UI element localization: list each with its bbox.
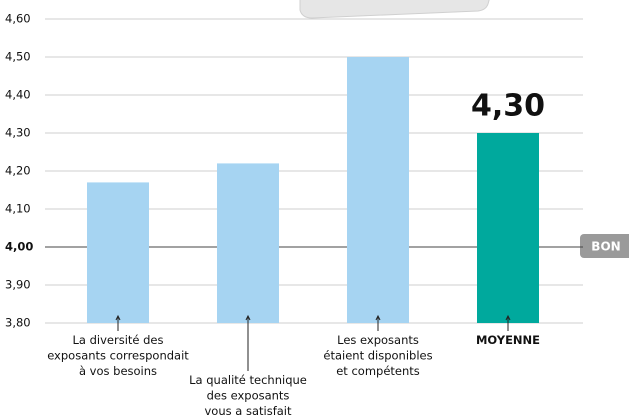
- y-tick-label: 4,30: [5, 126, 31, 140]
- bar: [87, 182, 149, 323]
- x-tick-label: La qualité technique des exposants vous a …: [189, 373, 307, 418]
- y-tick-label: 4,10: [5, 202, 31, 216]
- x-tick-label: MOYENNE: [476, 333, 540, 347]
- y-tick-label: 4,60: [5, 12, 31, 26]
- x-tick-label: Les exposants étaient disponibles et compé…: [323, 333, 432, 378]
- connector-tip: [505, 314, 511, 321]
- badge-label: BON: [591, 240, 620, 254]
- callout-shape: [299, 0, 490, 19]
- connector-tip: [375, 314, 381, 321]
- connector-tip: [245, 314, 251, 321]
- y-tick-label: 3,90: [5, 278, 31, 292]
- x-tick-label: La diversité des exposants correspondait à…: [47, 333, 189, 378]
- badge: [580, 234, 629, 258]
- bar: [347, 57, 409, 323]
- connector-tip: [115, 314, 121, 321]
- y-tick-label: 4,20: [5, 164, 31, 178]
- bar: [217, 163, 279, 323]
- y-tick-label: 4,40: [5, 88, 31, 102]
- y-tick-label: 3,80: [5, 316, 31, 330]
- bar: [477, 133, 539, 323]
- y-tick-label: 4,00: [5, 240, 33, 254]
- y-tick-label: 4,50: [5, 50, 31, 64]
- value-label: 4,30: [471, 89, 545, 124]
